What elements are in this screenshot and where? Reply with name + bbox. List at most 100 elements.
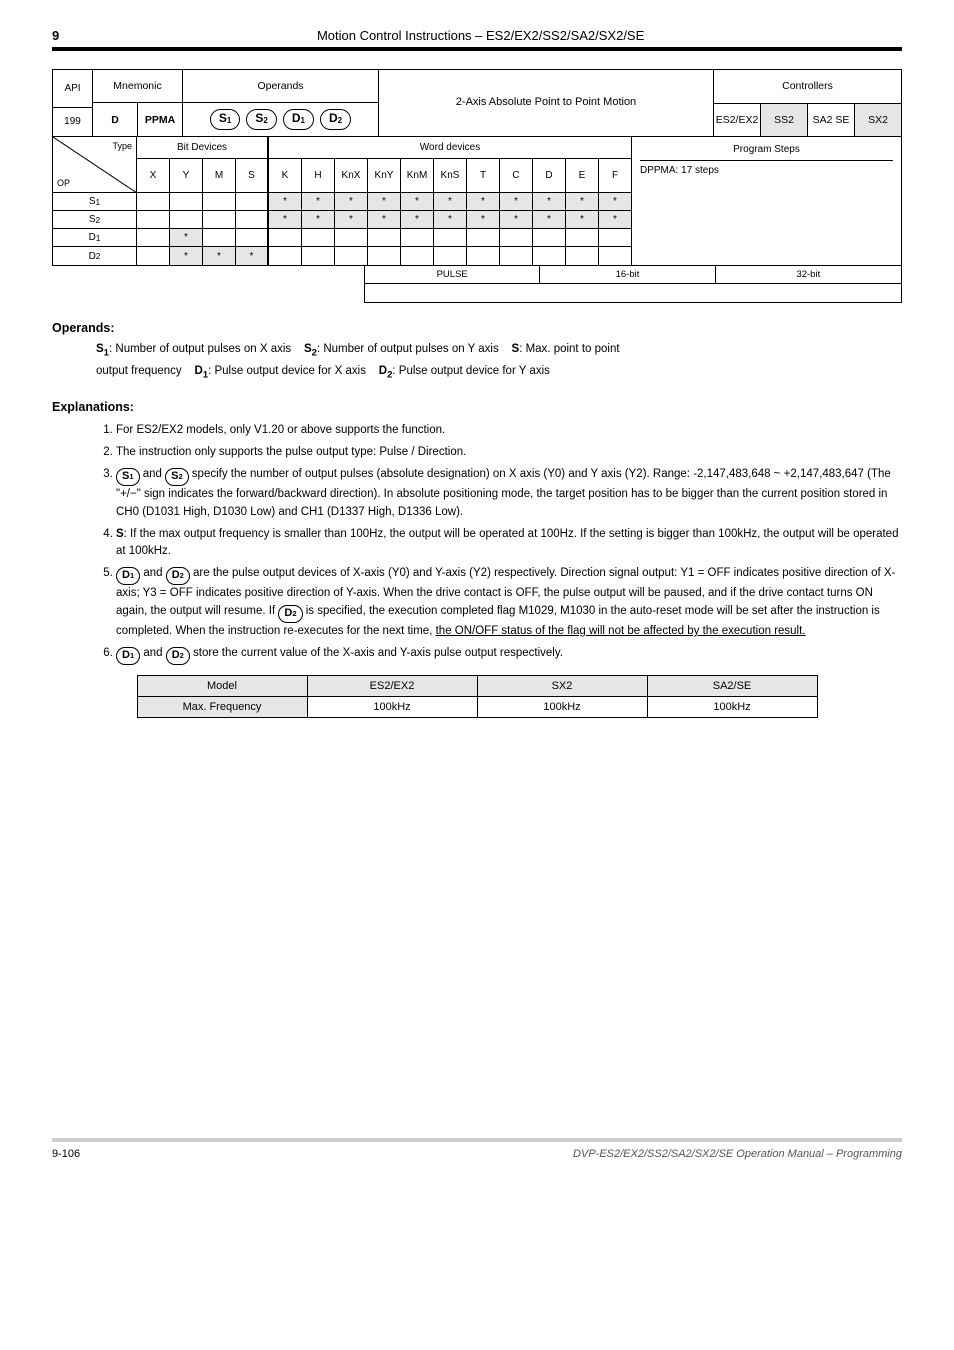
- footer-title: DVP-ES2/EX2/SS2/SA2/SX2/SE Operation Man…: [573, 1148, 902, 1160]
- matrix-cell: [599, 229, 632, 246]
- header-title: Motion Control Instructions – ES2/EX2/SS…: [317, 28, 644, 43]
- matrix-col: C: [500, 159, 533, 192]
- matrix-cell: [566, 229, 599, 246]
- header-rule: [52, 47, 902, 51]
- explanations-list: For ES2/EX2 models, only V1.20 or above …: [96, 422, 902, 665]
- matrix-cell: [137, 193, 170, 210]
- matrix-cell: [368, 229, 401, 246]
- matrix-cell: *: [203, 247, 236, 265]
- matrix-cell: *: [566, 193, 599, 210]
- oval-d2: D2: [320, 109, 351, 130]
- matrix-cell: [335, 229, 368, 246]
- rt-r2: 100kHz: [477, 696, 647, 717]
- matrix-cell: [302, 229, 335, 246]
- matrix-cell: [203, 211, 236, 228]
- matrix-cell: [599, 247, 632, 265]
- matrix-row: ***********: [137, 211, 632, 229]
- matrix-col: H: [302, 159, 335, 192]
- matrix-cell: *: [566, 211, 599, 228]
- operand-def-line-2: output frequency D1: Pulse output device…: [96, 363, 902, 383]
- matrix-cell: *: [269, 211, 302, 228]
- matrix-cell: *: [434, 193, 467, 210]
- range-table: Model ES2/EX2 SX2 SA2/SE Max. Frequency …: [137, 675, 818, 718]
- matrix-cell: *: [401, 211, 434, 228]
- grp-16bit: 16-bit: [540, 266, 715, 283]
- matrix-col: X: [137, 159, 170, 192]
- rowh-s2: S2: [53, 211, 136, 229]
- matrix-cell: [533, 247, 566, 265]
- list-item: S: If the max output frequency is smalle…: [116, 526, 902, 562]
- matrix-diag: Type OP: [53, 137, 136, 193]
- operand-matrix: Type OP S1 S2 D1 D2 Bit Devices Word dev…: [52, 136, 902, 266]
- diag-oper: OP: [57, 178, 70, 188]
- ps-line: DPPMA: 17 steps: [640, 164, 719, 178]
- matrix-cell: [302, 247, 335, 265]
- list-item: S1 and S2 specify the number of output p…: [116, 466, 902, 522]
- matrix-col: Y: [170, 159, 203, 192]
- rowh-s1: S1: [53, 193, 136, 211]
- sec-explan: Explanations:: [52, 400, 902, 414]
- matrix-cell: [269, 229, 302, 246]
- matrix-cell: *: [533, 211, 566, 228]
- matrix-cell: [467, 247, 500, 265]
- matrix-cell: *: [599, 211, 632, 228]
- oval-d1: D1: [283, 109, 314, 130]
- matrix-cell: [335, 247, 368, 265]
- matrix-cell: *: [368, 193, 401, 210]
- matrix-cell: *: [599, 193, 632, 210]
- operands-label: Operands: [183, 70, 379, 102]
- matrix-cell: *: [368, 211, 401, 228]
- function-desc: 2-Axis Absolute Point to Point Motion: [379, 70, 713, 136]
- diag-type: Type: [112, 141, 132, 151]
- matrix-cell: *: [236, 247, 269, 265]
- api-num: 199: [53, 107, 92, 137]
- matrix-row: ***: [137, 247, 632, 265]
- matrix-col: K: [269, 159, 302, 192]
- matrix-col: S: [236, 159, 269, 192]
- rt-h1: ES2/EX2: [307, 675, 477, 696]
- matrix-cell: *: [335, 211, 368, 228]
- rt-r3: 100kHz: [647, 696, 817, 717]
- matrix-cell: *: [467, 193, 500, 210]
- instruction-header: API 199 Mnemonic Operands D PPMA S1 S2 D…: [52, 69, 902, 137]
- matrix-cell: [533, 229, 566, 246]
- mnemonic-value: PPMA: [138, 102, 183, 136]
- rt-r0: Max. Frequency: [137, 696, 307, 717]
- matrix-col: KnX: [335, 159, 368, 192]
- matrix-row: *: [137, 229, 632, 247]
- oval-s2: S2: [246, 109, 276, 130]
- chapter-num: 9: [52, 28, 59, 43]
- matrix-cell: *: [170, 229, 203, 246]
- controllers-label: Controllers: [714, 70, 901, 104]
- matrix-cell: [170, 193, 203, 210]
- api-label: API: [53, 70, 92, 107]
- matrix-col: KnY: [368, 159, 401, 192]
- matrix-col-head: XYMSKHKnXKnYKnMKnSTCDEF: [137, 159, 632, 193]
- matrix-cell: [566, 247, 599, 265]
- grp-32bit: 32-bit: [716, 266, 901, 283]
- matrix-cell: [236, 229, 269, 246]
- matrix-cell: *: [170, 247, 203, 265]
- matrix-col: M: [203, 159, 236, 192]
- matrix-cell: [236, 211, 269, 228]
- rt-h2: SX2: [477, 675, 647, 696]
- sec-operands: Operands:: [52, 321, 902, 335]
- matrix-cell: [368, 247, 401, 265]
- oval-s1: S1: [210, 109, 240, 130]
- grp-bit: Bit Devices: [137, 137, 269, 158]
- operand-ovals: S1 S2 D1 D2: [183, 102, 379, 136]
- type-col-op: D: [93, 102, 138, 136]
- controllers-row: ES2/EX2 SS2 SA2 SE SX2: [714, 104, 901, 137]
- matrix-cell: [467, 229, 500, 246]
- models-table: PULSE 16-bit 32-bit: [364, 265, 902, 303]
- list-item: D1 and D2 store the current value of the…: [116, 645, 902, 665]
- matrix-cell: *: [302, 193, 335, 210]
- matrix-cell: [203, 229, 236, 246]
- rt-r1: 100kHz: [307, 696, 477, 717]
- rt-h0: Model: [137, 675, 307, 696]
- ctrl-0: ES2/EX2: [714, 104, 760, 137]
- matrix-cell: [500, 229, 533, 246]
- matrix-cell: [137, 211, 170, 228]
- matrix-cell: [236, 193, 269, 210]
- matrix-row: ***********: [137, 193, 632, 211]
